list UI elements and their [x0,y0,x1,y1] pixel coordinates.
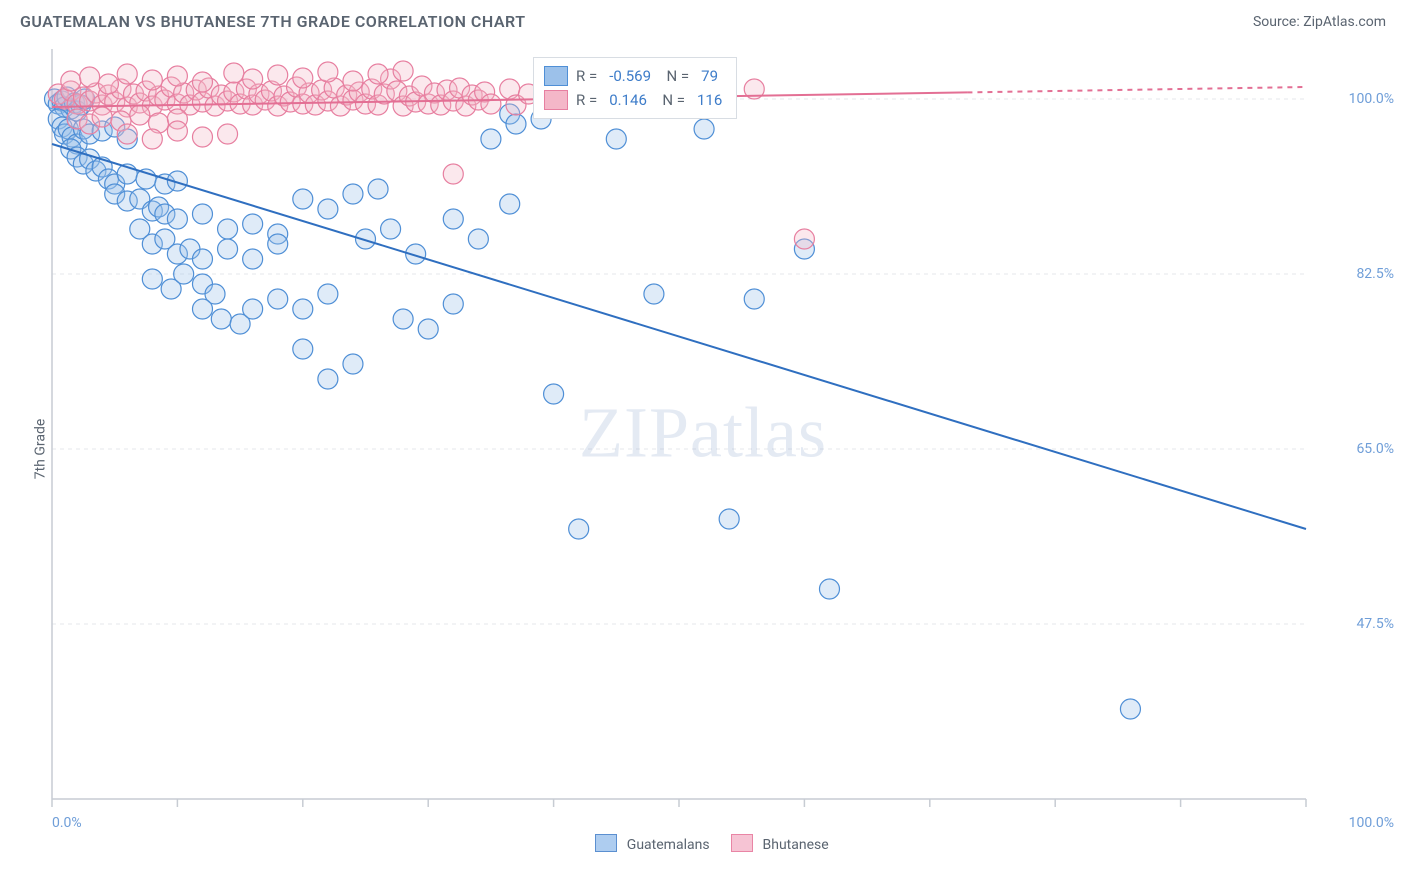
legend-label-guatemalans: Guatemalans [627,837,710,853]
header-bar: GUATEMALAN VS BHUTANESE 7TH GRADE CORREL… [0,0,1406,39]
legend-swatch-bhutanese [731,834,753,852]
stats-r-value: 0.146 [605,88,647,112]
stats-n-label: N = [655,88,685,112]
stats-swatch [544,90,568,110]
x-axis-max-label: 100.0% [1349,815,1394,831]
source-name: ZipAtlas.com [1303,14,1386,30]
source-label: Source: ZipAtlas.com [1253,14,1386,30]
chart-area: 7th Grade ZIPatlas R =-0.569 N =79R =0.1… [0,39,1406,859]
x-axis-min-label: 0.0% [52,815,82,831]
source-prefix: Source: [1253,14,1300,30]
stats-legend-row: R = 0.146 N = 116 [544,88,722,112]
scatter-chart-svg [0,39,1406,859]
stats-legend-row: R = -0.569 N = 79 [544,64,722,88]
y-tick-label: 47.5% [1356,616,1394,632]
stats-r-label: R = [576,64,597,88]
stats-n-label: N = [659,64,689,88]
legend-swatch-guatemalans [595,834,617,852]
chart-title: GUATEMALAN VS BHUTANESE 7TH GRADE CORREL… [20,12,526,31]
legend-label-bhutanese: Bhutanese [763,837,829,853]
stats-r-value: -0.569 [605,64,651,88]
stats-r-label: R = [576,88,597,112]
y-tick-label: 100.0% [1349,91,1394,107]
stats-n-value: 79 [697,64,718,88]
stats-n-value: 116 [693,88,722,112]
stats-legend-box: R =-0.569 N =79R =0.146 N =116 [533,57,737,119]
stats-swatch [544,66,568,86]
y-tick-label: 82.5% [1356,266,1394,282]
y-tick-label: 65.0% [1356,441,1394,457]
series-legend: Guatemalans Bhutanese [0,834,1406,853]
